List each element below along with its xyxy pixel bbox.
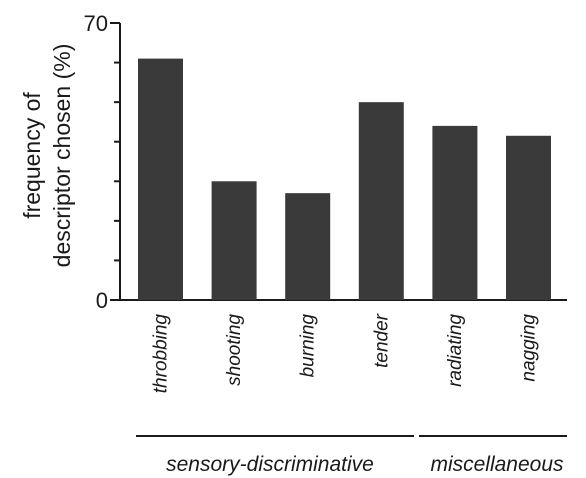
- bars: [138, 58, 551, 301]
- y-ticks: 0 70: [84, 11, 120, 313]
- category-label-burning: burning: [298, 314, 319, 378]
- y-axis-title-line-2: descriptor chosen (%): [49, 44, 75, 268]
- category-label-radiating: radiating: [445, 314, 466, 387]
- category-groups: sensory-discriminative miscellaneous: [136, 435, 567, 476]
- bar-throbbing: [138, 58, 183, 300]
- bar-burning: [285, 193, 331, 300]
- category-label-nagging: nagging: [519, 314, 540, 382]
- category-label-tender: tender: [371, 313, 392, 368]
- bar-shooting: [211, 181, 257, 300]
- category-labels: throbbing shooting burning tender radiating n…: [151, 313, 540, 393]
- y-tick-label: 0: [96, 288, 108, 313]
- axes: 0 70: [84, 11, 567, 313]
- category-label-throbbing: throbbing: [151, 314, 172, 394]
- bar-nagging: [506, 135, 551, 300]
- y-tick-label: 70: [84, 11, 108, 36]
- category-label-shooting: shooting: [224, 314, 245, 386]
- bar-tender: [358, 102, 404, 301]
- group-label: miscellaneous: [430, 453, 564, 476]
- bar-radiating: [432, 125, 478, 300]
- y-axis-title-line-1: frequency of: [19, 92, 45, 219]
- group-label: sensory-discriminative: [166, 453, 374, 476]
